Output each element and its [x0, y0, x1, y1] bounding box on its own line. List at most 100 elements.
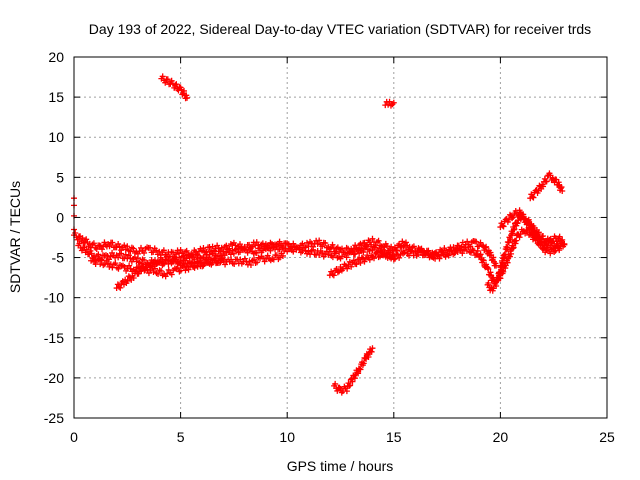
data-point — [206, 260, 213, 267]
data-point — [551, 249, 558, 256]
data-point — [527, 222, 534, 229]
y-tick-label: 20 — [48, 49, 64, 65]
data-point — [472, 252, 479, 259]
data-point — [162, 79, 169, 86]
data-point — [254, 259, 261, 266]
data-point — [490, 254, 497, 261]
data-point — [233, 245, 240, 252]
data-point — [380, 252, 387, 259]
data-point — [540, 232, 547, 239]
data-point — [334, 269, 341, 276]
data-point — [354, 246, 361, 253]
y-tick-label: -15 — [44, 330, 64, 346]
y-tick-label: 5 — [56, 169, 64, 185]
tick-labels: 0 5 10 15 20 25 -25 -20 -15 -10 -5 0 5 10 15 20 — [44, 49, 615, 445]
data-point — [363, 243, 370, 250]
data-point — [559, 187, 566, 194]
data-point — [276, 238, 283, 245]
data-point — [506, 211, 513, 218]
data-point — [344, 265, 351, 272]
x-tick-label: 25 — [599, 429, 615, 445]
data-point — [328, 268, 335, 275]
data-point — [557, 237, 564, 244]
data-point — [399, 238, 406, 245]
data-point — [500, 223, 507, 230]
data-point — [459, 250, 466, 257]
data-point — [183, 94, 190, 101]
data-point — [556, 247, 563, 254]
data-point — [509, 215, 516, 222]
data-point — [181, 87, 188, 94]
y-tick-label: 0 — [56, 209, 64, 225]
data-point — [336, 268, 343, 275]
chart-title: Day 193 of 2022, Sidereal Day-to-day VTE… — [89, 21, 591, 37]
data-point — [533, 235, 540, 242]
data-point — [347, 382, 354, 389]
x-tick-label: 0 — [70, 429, 78, 445]
data-point — [387, 249, 394, 256]
data-point — [279, 252, 286, 259]
data-point — [374, 250, 381, 257]
data-point — [388, 243, 395, 250]
data-point — [127, 248, 134, 255]
data-point — [362, 355, 369, 362]
data-point — [372, 244, 379, 251]
data-point — [499, 222, 506, 229]
data-point — [165, 257, 172, 264]
data-point — [464, 238, 471, 245]
data-point — [236, 248, 243, 255]
data-point — [487, 269, 494, 276]
data-point — [384, 243, 391, 250]
data-point — [530, 194, 537, 201]
data-point — [160, 259, 167, 266]
data-point — [153, 247, 160, 254]
data-point — [83, 236, 90, 243]
data-point — [117, 284, 124, 291]
data-point — [558, 184, 565, 191]
series-lower-arc — [331, 345, 376, 396]
data-point — [348, 263, 355, 270]
data-point — [273, 252, 280, 259]
data-point — [72, 229, 79, 236]
data-point — [89, 255, 96, 262]
data-point — [529, 193, 536, 200]
data-point — [377, 253, 384, 260]
data-point — [361, 258, 368, 265]
data-point — [506, 253, 513, 260]
data-point — [236, 241, 243, 248]
data-point — [445, 252, 452, 259]
x-axis-title: GPS time / hours — [287, 458, 394, 474]
data-point — [497, 275, 504, 282]
data-point — [253, 239, 260, 246]
data-point — [518, 214, 525, 221]
data-point — [182, 267, 189, 274]
data-point — [276, 246, 283, 253]
data-point — [150, 249, 157, 256]
data-point — [349, 378, 356, 385]
data-point — [390, 252, 397, 259]
data-point — [180, 257, 187, 264]
x-tick-label: 10 — [279, 429, 295, 445]
data-point — [126, 262, 133, 269]
data-point — [149, 263, 156, 270]
data-point — [390, 99, 397, 106]
data-point — [525, 219, 532, 226]
data-point — [229, 247, 236, 254]
series-upper-blip — [382, 98, 397, 109]
data-point — [537, 239, 544, 246]
data-point — [322, 240, 329, 247]
data-point — [451, 250, 458, 257]
data-point — [74, 236, 81, 243]
data-point — [158, 268, 165, 275]
data-point — [173, 81, 180, 88]
data-point — [310, 246, 317, 253]
data-point — [547, 250, 554, 257]
data-point — [555, 179, 562, 186]
data-point — [113, 244, 120, 251]
data-point — [220, 248, 227, 255]
data-point — [191, 256, 198, 263]
data-point — [559, 236, 566, 243]
data-point — [121, 263, 128, 270]
data-point — [360, 249, 367, 256]
